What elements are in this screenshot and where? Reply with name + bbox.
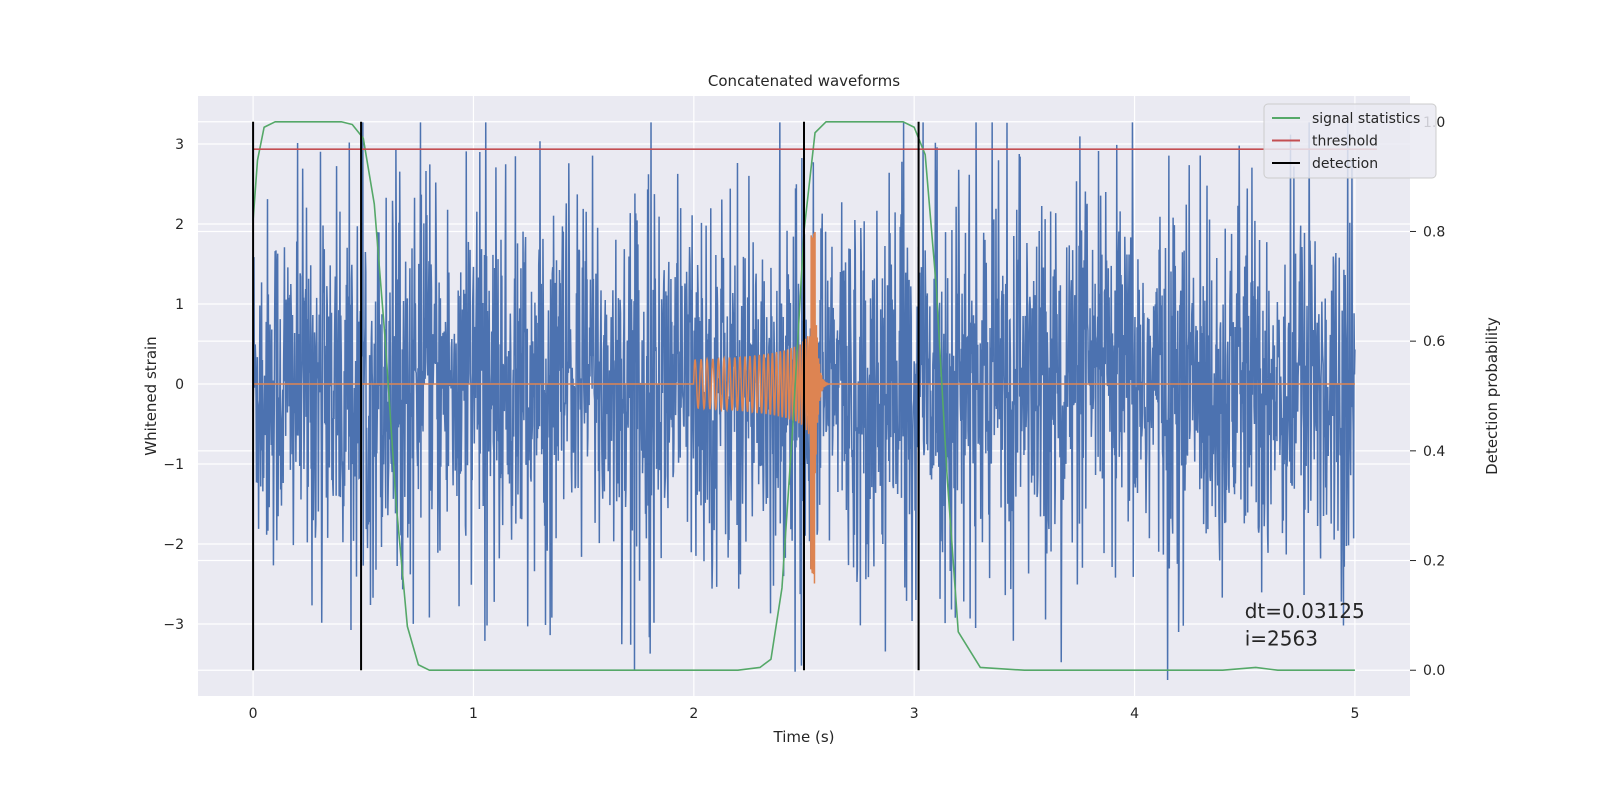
y-axis-label: Whitened strain — [142, 336, 160, 455]
x-tick-label: 2 — [689, 706, 698, 722]
y-tick-label: −3 — [163, 617, 184, 633]
legend-box — [1263, 103, 1437, 179]
y-tick-label: 2 — [175, 217, 184, 233]
legend: signal statistics threshold detection — [1263, 103, 1437, 179]
y2-tick-label: 0.6 — [1423, 334, 1445, 350]
x-tick-label: 1 — [469, 706, 478, 722]
legend-label: detection — [1312, 156, 1378, 172]
legend-label: threshold — [1312, 134, 1378, 150]
y-tick-label: 3 — [175, 137, 184, 153]
x-axis-label: Time (s) — [773, 728, 835, 746]
y2-axis-label: Detection probability — [1483, 317, 1501, 475]
y2-tick-label: 0.0 — [1423, 663, 1445, 679]
y-tick-label: −1 — [163, 457, 184, 473]
y2-tick-label: 0.2 — [1423, 554, 1445, 570]
chart-title: Concatenated waveforms — [708, 72, 900, 90]
y-tick-label: 0 — [175, 377, 184, 393]
x-tick-label: 4 — [1130, 706, 1139, 722]
y-tick-label: −2 — [163, 537, 184, 553]
annotation-text: dt=0.03125 — [1245, 599, 1365, 623]
annotation-text: i=2563 — [1245, 627, 1318, 651]
data-layer — [252, 120, 1377, 681]
x-tick-label: 3 — [910, 706, 919, 722]
annotations: dt=0.03125 i=2563 — [1245, 599, 1365, 650]
x-tick-label: 5 — [1350, 706, 1359, 722]
y2-tick-label: 0.4 — [1423, 444, 1445, 460]
y2-tick-label: 0.8 — [1423, 224, 1445, 240]
x-tick-label: 0 — [249, 706, 258, 722]
signal-statistics-line — [252, 120, 1355, 672]
legend-label: signal statistics — [1312, 111, 1420, 127]
y-tick-label: 1 — [175, 297, 184, 313]
